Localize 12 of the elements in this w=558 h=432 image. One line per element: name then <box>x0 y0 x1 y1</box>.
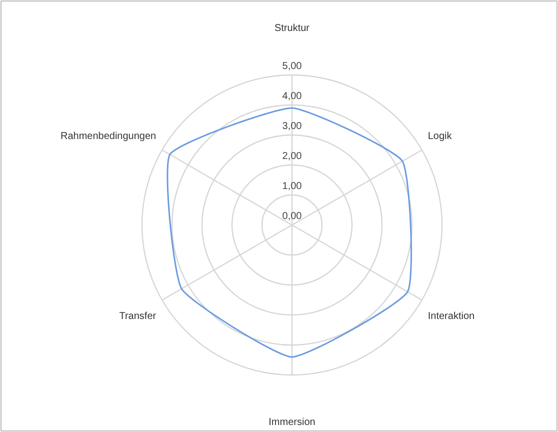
y-tick-label: 3,00 <box>282 121 302 132</box>
y-tick-label: 2,00 <box>282 151 302 162</box>
spoke-label: Struktur <box>274 23 310 34</box>
spoke-label: Immersion <box>268 417 316 428</box>
spoke-label: Interaktion <box>428 311 475 322</box>
y-tick-label: 1,00 <box>282 181 302 192</box>
y-tick-label: 5,00 <box>282 61 302 72</box>
y-tick-label: 0,00 <box>282 211 302 222</box>
spoke-label: Rahmenbedingungen <box>60 131 156 142</box>
spoke-label: Transfer <box>119 311 157 322</box>
y-tick-label: 4,00 <box>282 91 302 102</box>
spoke-label: Logik <box>428 131 453 142</box>
